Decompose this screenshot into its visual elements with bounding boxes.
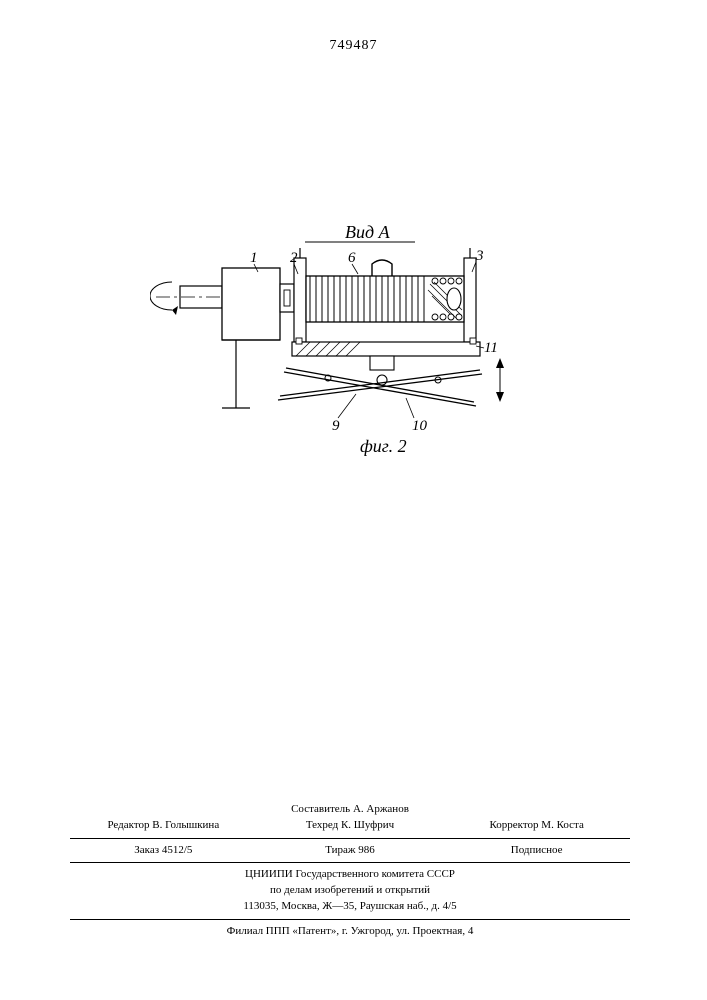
techred-cell: Техред К. Шуфрич [257, 818, 444, 832]
editor-cell: Редактор В. Голышкина [70, 818, 257, 832]
org-line1: ЦНИИПИ Государственного комитета СССР [70, 867, 630, 881]
patent-page: 749487 Вид А [0, 0, 707, 1000]
subscription-cell: Подписное [443, 843, 630, 857]
tirage-cell: Тираж 986 [257, 843, 444, 857]
callout-1: 1 [250, 250, 258, 266]
compiler-name: А. Аржанов [353, 803, 409, 815]
order-cell: Заказ 4512/5 [70, 843, 257, 857]
corrector-cell: Корректор М. Коста [443, 818, 630, 832]
figure-svg: Вид А [150, 220, 560, 500]
callout-11: 11 [484, 340, 498, 356]
callout-10: 10 [412, 418, 428, 434]
callout-3: 3 [475, 248, 484, 264]
callout-9: 9 [332, 418, 340, 434]
footer-rule-1 [70, 838, 630, 839]
editors-row: Редактор В. Голышкина Техред К. Шуфрич К… [70, 818, 630, 832]
org-addr: 113035, Москва, Ж—35, Раушская наб., д. … [70, 899, 630, 913]
callout-2: 2 [290, 250, 298, 266]
document-number: 749487 [330, 38, 378, 54]
org-line2: по делам изобретений и открытий [70, 883, 630, 897]
footer-rule-3 [70, 919, 630, 920]
figure-2: Вид А [150, 220, 560, 500]
print-row: Заказ 4512/5 Тираж 986 Подписное [70, 843, 630, 857]
callout-6: 6 [348, 250, 356, 266]
footer-rule-2 [70, 862, 630, 863]
view-label: Вид А [345, 222, 391, 242]
compiler-row: Составитель А. Аржанов [70, 802, 630, 816]
footer-block: Составитель А. Аржанов Редактор В. Голыш… [70, 802, 630, 940]
compiler-label: Составитель [291, 803, 350, 815]
figure-caption: фиг. 2 [360, 436, 407, 456]
branch-line: Филиал ППП «Патент», г. Ужгород, ул. Про… [70, 924, 630, 938]
